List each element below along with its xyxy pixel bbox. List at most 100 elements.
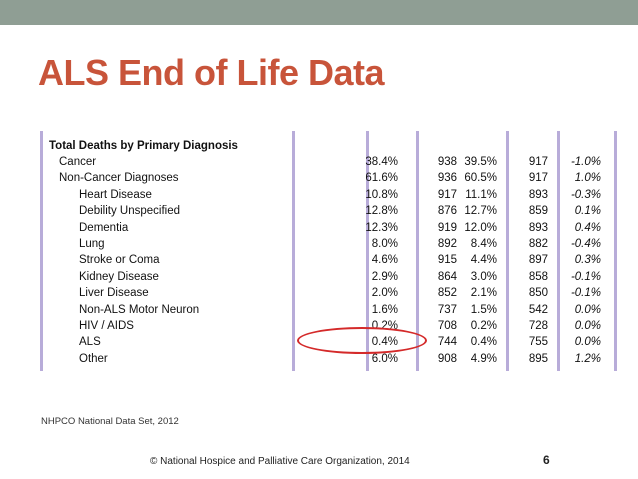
percent-change: 0.1% [574,205,601,218]
count-2011: 864 [437,270,457,283]
percent-2011: 2.0% [371,287,398,300]
percent-change: -0.1% [570,287,601,300]
percent-2012: 3.0% [470,270,497,283]
percent-2011: 10.8% [365,188,398,201]
count-2012: 755 [528,336,548,349]
slide-title: ALS End of Life Data [38,52,385,93]
diagnosis-name: Non-Cancer Diagnoses [59,172,179,185]
diagnosis-name: ALS [79,336,101,349]
data-table: Total Deaths by Primary Diagnosis Cancer… [40,131,620,371]
percent-change: 0.0% [574,336,601,349]
percent-2012: 1.5% [470,303,497,316]
percent-change: -0.3% [570,188,601,201]
table-row: Heart Disease 10.8% 917 11.1% 893 -0.3% [40,189,620,205]
table-row: Stroke or Coma 4.6% 915 4.4% 897 0.3% [40,254,620,270]
count-2012: 728 [528,320,548,332]
percent-change: -1.0% [570,156,601,168]
count-2011: 744 [437,336,457,349]
source-note: NHPCO National Data Set, 2012 [41,416,179,427]
percent-change: -0.4% [570,238,601,250]
percent-2012: 0.4% [470,336,497,349]
table-row: Other 6.0% 908 4.9% 895 1.2% [40,353,620,369]
percent-2012: 4.4% [470,254,497,267]
column-divider [292,131,295,371]
table-row: Dementia 12.3% 919 12.0% 893 0.4% [40,222,620,238]
table-row: Kidney Disease 2.9% 864 3.0% 858 -0.1% [40,271,620,287]
percent-2012: 12.7% [464,205,497,218]
percent-2011: 61.6% [365,172,398,185]
percent-2011: 12.3% [365,221,398,234]
count-2012: 882 [528,238,548,250]
diagnosis-name: Dementia [79,221,129,234]
table-row: Lung 8.0% 892 8.4% 882 -0.4% [40,238,620,254]
count-2011: 737 [437,303,457,316]
column-divider [366,131,369,371]
percent-2012: 4.9% [470,352,497,365]
diagnosis-name: Debility Unspecified [79,205,180,218]
count-2011: 936 [437,172,457,185]
percent-2011: 1.6% [371,303,398,316]
diagnosis-name: Liver Disease [79,287,149,300]
percent-2011: 6.0% [371,352,398,365]
count-2011: 908 [437,352,457,365]
percent-2012: 12.0% [464,221,497,234]
top-bar [0,0,638,25]
percent-2011: 8.0% [371,238,398,250]
percent-change: -0.1% [570,270,601,283]
percent-2012: 11.1% [465,188,497,201]
count-2012: 542 [528,303,548,316]
diagnosis-name: Heart Disease [79,188,152,201]
count-2011: 876 [437,205,457,218]
count-2012: 917 [528,172,548,185]
slide-number: 6 [543,453,550,467]
count-2012: 897 [528,254,548,267]
table-row: Non-Cancer Diagnoses 61.6% 936 60.5% 917… [40,172,620,188]
table-row: Liver Disease 2.0% 852 2.1% 850 -0.1% [40,287,620,303]
count-2011: 708 [437,320,457,332]
diagnosis-name: Kidney Disease [79,270,159,283]
diagnosis-name: Stroke or Coma [79,254,160,267]
percent-2012: 2.1% [470,287,497,300]
count-2011: 919 [437,221,457,234]
count-2012: 859 [528,205,548,218]
column-divider [614,131,617,371]
count-2011: 892 [437,238,457,250]
percent-change: 1.0% [574,172,601,185]
count-2012: 917 [528,156,548,168]
count-2012: 893 [528,188,548,201]
diagnosis-name: Lung [79,238,105,250]
percent-2011: 12.8% [365,205,398,218]
count-2012: 858 [528,270,548,283]
count-2012: 895 [528,352,548,365]
percent-change: 1.2% [574,352,601,365]
percent-2012: 0.2% [470,320,497,332]
diagnosis-name: Other [79,352,108,365]
diagnosis-name: Cancer [59,156,97,168]
column-divider [416,131,419,371]
column-divider [557,131,560,371]
percent-change: 0.0% [574,320,601,332]
count-2011: 938 [437,156,457,168]
percent-change: 0.3% [574,254,601,267]
diagnosis-name: HIV / AIDS [79,320,134,332]
als-highlight-circle [297,327,427,354]
count-2012: 850 [528,287,548,300]
count-2012: 893 [528,221,548,234]
percent-2011: 2.9% [371,270,398,283]
table-row: Non-ALS Motor Neuron 1.6% 737 1.5% 542 0… [40,304,620,320]
diagnosis-name: Non-ALS Motor Neuron [79,303,200,316]
count-2011: 915 [437,254,457,267]
percent-2012: 39.5% [464,156,497,168]
percent-change: 0.0% [574,303,601,316]
count-2011: 917 [437,188,457,201]
column-divider [40,131,43,371]
column-divider [506,131,509,371]
count-2011: 852 [437,287,457,300]
percent-change: 0.4% [574,221,601,234]
percent-2012: 8.4% [470,238,497,250]
percent-2011: 38.4% [365,156,398,168]
copyright-footer: © National Hospice and Palliative Care O… [150,456,410,467]
table-row: Debility Unspecified 12.8% 876 12.7% 859… [40,205,620,221]
percent-2011: 4.6% [371,254,398,267]
table-row-als: ALS 0.4% 744 0.4% 755 0.0% [40,336,620,352]
